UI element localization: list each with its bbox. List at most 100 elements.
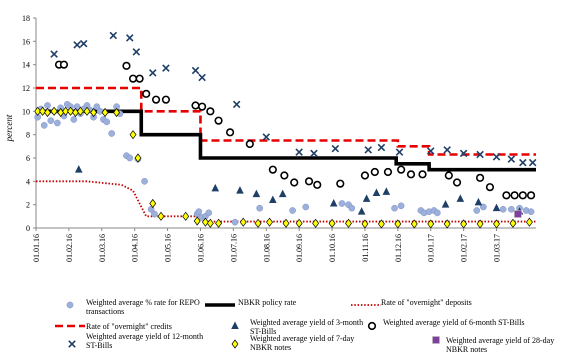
legend-label-rate-of-overnight-deposits: Rate of "overnight" deposits bbox=[381, 298, 472, 307]
point-weighted-average-yield-of-7-day-nbkr-notes bbox=[182, 211, 190, 221]
point-weighted-average-yield-of-12-month-st-bills-stroke bbox=[331, 144, 340, 153]
point-weighted-average-yield-of-12-month-st-bills-stroke bbox=[79, 39, 88, 48]
legend-symbol-weighted-average-yield-of-7-day-nbkr-notes bbox=[231, 339, 239, 349]
y-tick-label: 2 bbox=[26, 201, 30, 210]
point-weighted-average-yield-of-3-month-st-bills bbox=[382, 187, 391, 195]
point-weighted-average-yield-of-3-month-st-bills bbox=[74, 165, 83, 173]
series-line-nbkr-policy-rate bbox=[36, 109, 536, 172]
point-weighted-average-yield-of-7-day-nbkr-notes bbox=[157, 211, 165, 221]
point-weighted-average-yield-of-7-day-nbkr-notes bbox=[193, 216, 201, 226]
point-weighted-average-yield-of-12-month-st-bills-stroke bbox=[191, 66, 200, 75]
point-weighted-average-yield-of-12-month-st-bills-stroke bbox=[198, 73, 206, 82]
point-weighted-average-yield-of-7-day-nbkr-notes bbox=[134, 153, 142, 163]
point-weighted-average-yield-of-7-day-nbkr-notes bbox=[239, 217, 247, 227]
point-weighted-average-yield-of-12-month-st-bills bbox=[310, 149, 318, 158]
point-weighted-average-rate-for-repo-transactions bbox=[231, 218, 239, 226]
point-weighted-average-yield-of-6-month-st-bills bbox=[313, 180, 322, 189]
legend-label-weighted-average-yield-of-12-month-st-bills: Weighted average yield of 12-month ST-Bi… bbox=[86, 332, 204, 350]
point-weighted-average-rate-for-repo-transactions bbox=[256, 204, 264, 212]
point-weighted-average-yield-of-7-day-nbkr-notes bbox=[345, 218, 352, 228]
point-weighted-average-yield-of-12-month-st-bills bbox=[198, 73, 206, 82]
point-weighted-average-yield-of-7-day-nbkr-notes bbox=[525, 217, 533, 227]
series-weighted-average-yield-of-6-month-st-bills bbox=[54, 60, 536, 200]
point-weighted-average-yield-of-6-month-st-bills bbox=[485, 183, 495, 192]
series-line-rate-of-overnight-deposits bbox=[36, 180, 536, 223]
point-weighted-average-yield-of-6-month-st-bills bbox=[206, 107, 215, 116]
point-weighted-average-yield-of-12-month-st-bills bbox=[295, 148, 303, 156]
point-weighted-average-yield-of-3-month-st-bills bbox=[269, 195, 277, 203]
point-weighted-average-yield-of-12-month-st-bills bbox=[426, 147, 435, 155]
y-tick-label: 8 bbox=[26, 131, 30, 140]
legend-marker-weighted-average-yield-of-28-day-nbkr-notes bbox=[432, 336, 440, 344]
series-line-rate-of-overnight-credits bbox=[36, 86, 536, 156]
point-weighted-average-yield-of-7-day-nbkr-notes bbox=[67, 106, 74, 116]
y-axis-label: percent bbox=[4, 114, 14, 142]
point-weighted-average-yield-of-12-month-st-bills bbox=[149, 69, 157, 77]
x-tick-label: 01.01.16 bbox=[32, 234, 41, 262]
point-weighted-average-rate-for-repo-transactions bbox=[397, 202, 405, 210]
point-weighted-average-yield-of-6-month-st-bills bbox=[280, 171, 289, 180]
x-tick-label: 01.07.16 bbox=[229, 234, 238, 262]
legend-marker-weighted-average-yield-of-3-month-st-bills bbox=[231, 321, 239, 329]
point-weighted-average-yield-of-6-month-st-bills bbox=[510, 191, 519, 200]
series-weighted-average-yield-of-7-day-nbkr-notes bbox=[34, 106, 533, 229]
point-weighted-average-yield-of-12-month-st-bills-stroke bbox=[262, 133, 271, 141]
point-weighted-average-yield-of-12-month-st-bills bbox=[132, 48, 141, 56]
x-tick-label: 01.05.16 bbox=[164, 234, 173, 262]
point-weighted-average-yield-of-6-month-st-bills bbox=[225, 128, 235, 137]
legend-label-rate-of-overnight-credits: Rate of "overnight" credits bbox=[86, 322, 172, 331]
legend-symbol-nbkr-policy-rate bbox=[205, 303, 235, 307]
series-rate-of-overnight-deposits bbox=[36, 180, 536, 223]
legend-symbol-weighted-average-yield-of-12-month-st-bills bbox=[68, 340, 76, 348]
point-weighted-average-yield-of-12-month-st-bills-stroke bbox=[519, 158, 527, 167]
point-weighted-average-yield-of-12-month-st-bills bbox=[232, 100, 241, 109]
point-weighted-average-yield-of-6-month-st-bills bbox=[452, 178, 462, 187]
point-weighted-average-yield-of-7-day-nbkr-notes bbox=[282, 218, 290, 228]
point-weighted-average-yield-of-6-month-st-bills bbox=[214, 116, 223, 125]
x-tick-label: 01.03.17 bbox=[493, 234, 502, 262]
legend-label-nbkr-policy-rate: NBKR policy rate bbox=[238, 298, 297, 307]
point-weighted-average-yield-of-7-day-nbkr-notes bbox=[410, 219, 418, 229]
point-weighted-average-yield-of-12-month-st-bills-stroke bbox=[132, 48, 141, 56]
legend-symbol-weighted-average-yield-of-6-month-st-bills bbox=[367, 321, 377, 331]
point-weighted-average-rate-for-repo-transactions bbox=[70, 116, 78, 123]
x-tick-label: 01.04.16 bbox=[131, 234, 140, 262]
point-weighted-average-yield-of-3-month-st-bills bbox=[362, 194, 371, 202]
series-nbkr-policy-rate bbox=[36, 109, 536, 172]
point-weighted-average-yield-of-28-day-nbkr-notes bbox=[514, 210, 522, 218]
point-weighted-average-yield-of-6-month-st-bills bbox=[418, 170, 427, 179]
point-weighted-average-yield-of-12-month-st-bills-stroke bbox=[50, 50, 58, 58]
point-weighted-average-yield-of-7-day-nbkr-notes bbox=[50, 106, 58, 116]
point-weighted-average-yield-of-7-day-nbkr-notes bbox=[83, 106, 91, 116]
point-weighted-average-yield-of-6-month-st-bills bbox=[336, 179, 345, 188]
point-weighted-average-yield-of-12-month-st-bills bbox=[50, 50, 58, 58]
point-weighted-average-yield-of-6-month-st-bills bbox=[245, 139, 254, 149]
point-weighted-average-yield-of-3-month-st-bills bbox=[474, 197, 483, 206]
legend-marker-weighted-average-yield-of-12-month-st-bills bbox=[68, 340, 76, 348]
series-weighted-average-rate-for-repo-transactions bbox=[34, 100, 535, 226]
point-weighted-average-yield-of-12-month-st-bills bbox=[262, 133, 271, 141]
y-tick-label: 18 bbox=[22, 14, 30, 23]
x-tick-label: 01.08.16 bbox=[262, 234, 271, 262]
point-weighted-average-rate-for-repo-transactions bbox=[151, 210, 158, 218]
point-weighted-average-yield-of-12-month-st-bills-stroke bbox=[528, 158, 537, 167]
point-weighted-average-yield-of-7-day-nbkr-notes bbox=[215, 218, 223, 228]
point-weighted-average-yield-of-6-month-st-bills bbox=[59, 60, 69, 69]
point-weighted-average-yield-of-12-month-st-bills-stroke bbox=[364, 146, 373, 154]
legend-symbol-weighted-average-rate-for-repo-transactions bbox=[66, 301, 74, 309]
point-weighted-average-yield-of-7-day-nbkr-notes bbox=[39, 106, 47, 116]
legend-symbol-weighted-average-yield-of-28-day-nbkr-notes bbox=[432, 336, 440, 344]
point-weighted-average-yield-of-12-month-st-bills bbox=[519, 158, 527, 167]
legend-symbol-rate-of-overnight-deposits bbox=[351, 304, 381, 306]
point-weighted-average-yield-of-7-day-nbkr-notes bbox=[266, 217, 273, 227]
legend-label-weighted-average-yield-of-7-day-nbkr-notes: Weighted average yield of 7-day NBKR not… bbox=[250, 334, 355, 352]
point-weighted-average-yield-of-12-month-st-bills-stroke bbox=[492, 153, 501, 161]
point-weighted-average-yield-of-7-day-nbkr-notes bbox=[427, 219, 435, 229]
point-weighted-average-yield-of-6-month-st-bills bbox=[360, 171, 370, 180]
point-weighted-average-yield-of-3-month-st-bills bbox=[456, 194, 465, 202]
x-tick-label: 01.03.16 bbox=[98, 234, 107, 262]
point-weighted-average-yield-of-7-day-nbkr-notes bbox=[493, 219, 500, 229]
x-tick-label: 01.11.16 bbox=[361, 234, 370, 262]
point-weighted-average-yield-of-12-month-st-bills-stroke bbox=[162, 64, 170, 72]
y-tick-label: 16 bbox=[22, 37, 30, 46]
